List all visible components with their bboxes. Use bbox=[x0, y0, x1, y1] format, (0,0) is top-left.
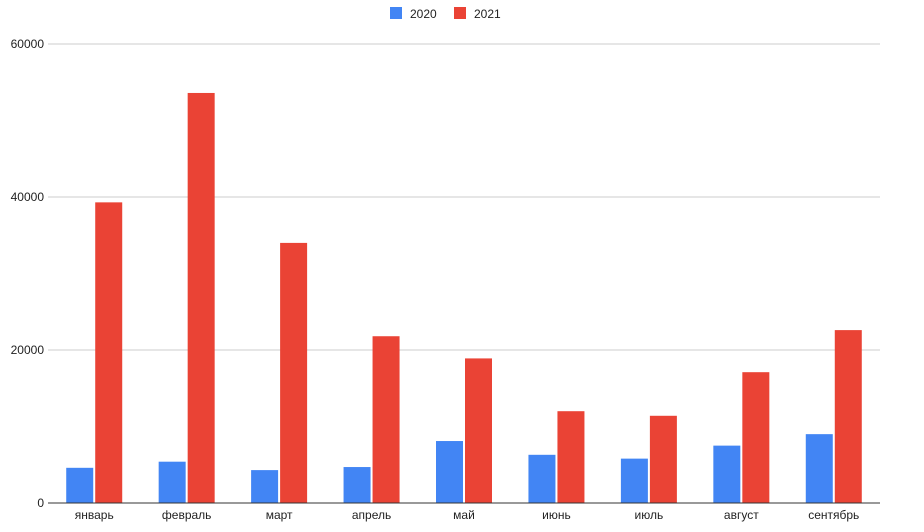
bar-2021-8 bbox=[834, 330, 862, 503]
bar-2021-0 bbox=[95, 202, 123, 504]
x-tick-label: июль bbox=[635, 508, 664, 522]
x-tick-label: апрель bbox=[352, 508, 391, 522]
x-tick-label: январь bbox=[75, 508, 114, 522]
bar-2020-0 bbox=[66, 467, 94, 503]
bar-2021-7 bbox=[742, 372, 770, 503]
bar-2020-3 bbox=[343, 467, 371, 503]
bar-2021-3 bbox=[372, 336, 400, 503]
bar-2020-6 bbox=[620, 458, 648, 503]
bar-2020-5 bbox=[528, 454, 556, 503]
x-axis-ticks: январь февраль март апрель май июнь июль август… bbox=[75, 508, 860, 522]
y-tick-label: 0 bbox=[37, 496, 44, 510]
bar-2020-2 bbox=[251, 470, 279, 503]
bar-2020-7 bbox=[713, 445, 741, 503]
bar-2021-2 bbox=[280, 242, 308, 503]
legend-swatch-2020 bbox=[390, 7, 402, 19]
bar-2021-4 bbox=[465, 358, 492, 503]
x-tick-label: сентябрь bbox=[808, 508, 859, 522]
x-tick-label: март bbox=[266, 508, 293, 522]
x-tick-label: июнь bbox=[542, 508, 571, 522]
bar-2021-5 bbox=[557, 411, 585, 503]
bar-2020-8 bbox=[805, 434, 833, 503]
y-axis-ticks: 0 20000 40000 60000 bbox=[11, 37, 45, 510]
bar-2021-6 bbox=[649, 415, 677, 503]
bar-2020-1 bbox=[158, 461, 186, 503]
bar-2020-4 bbox=[436, 441, 463, 503]
x-tick-label: май bbox=[453, 508, 475, 522]
legend-label-2021: 2021 bbox=[474, 7, 501, 21]
y-tick-label: 60000 bbox=[11, 37, 45, 51]
bar-2021-1 bbox=[187, 92, 215, 504]
bars bbox=[66, 92, 862, 504]
y-tick-label: 20000 bbox=[11, 343, 45, 357]
legend-label-2020: 2020 bbox=[410, 7, 437, 21]
y-tick-label: 40000 bbox=[11, 190, 45, 204]
legend: 2020 2021 bbox=[390, 7, 501, 21]
x-tick-label: февраль bbox=[162, 508, 212, 522]
legend-swatch-2021 bbox=[454, 7, 466, 19]
gridlines bbox=[48, 43, 880, 351]
x-tick-label: август bbox=[724, 508, 759, 522]
